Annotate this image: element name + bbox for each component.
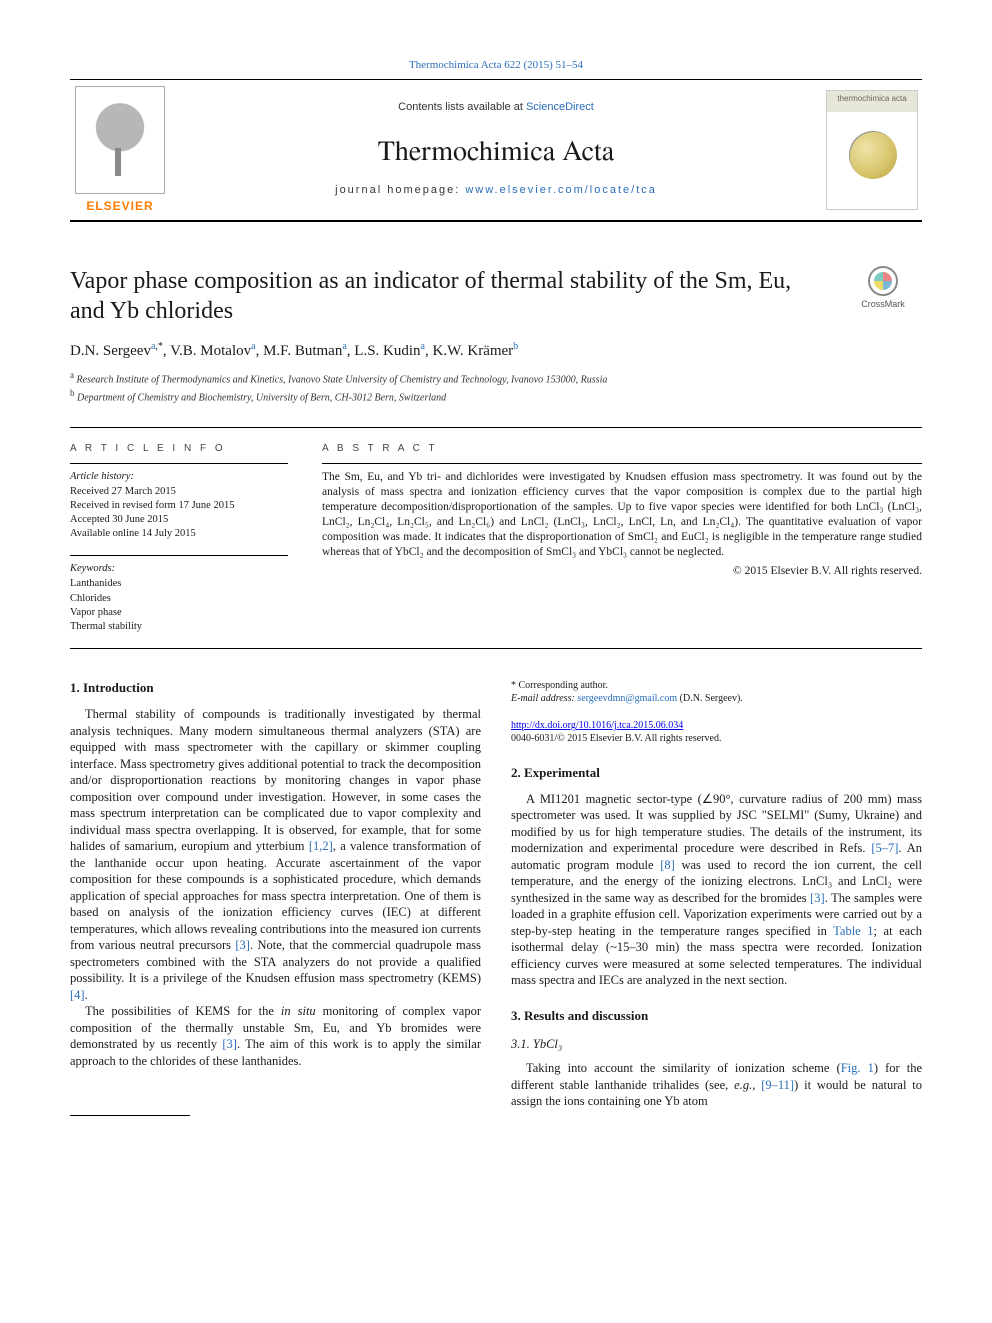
publisher-block: ELSEVIER	[70, 80, 170, 220]
email-paren: (D.N. Sergeev).	[677, 693, 743, 704]
section-heading-intro: 1. Introduction	[70, 679, 481, 696]
history-line: Received in revised form 17 June 2015	[70, 500, 234, 511]
text-italic: e.g.	[734, 1078, 752, 1092]
authors: D.N. Sergeeva,*, V.B. Motalova, M.F. But…	[70, 340, 922, 361]
article-title: Vapor phase composition as an indicator …	[70, 266, 830, 326]
section-heading-results: 3. Results and discussion	[511, 1007, 922, 1024]
results-paragraph: Taking into account the similarity of io…	[511, 1060, 922, 1110]
homepage-line: journal homepage: www.elsevier.com/locat…	[335, 183, 657, 198]
elsevier-logo: ELSEVIER	[86, 198, 153, 214]
affiliation-a: a Research Institute of Thermodynamics a…	[70, 369, 922, 387]
ref-link[interactable]: [3]	[235, 938, 250, 952]
keywords-label: Keywords:	[70, 562, 288, 576]
ref-link[interactable]: [5–7]	[871, 841, 898, 855]
article-history: Article history: Received 27 March 2015 …	[70, 463, 288, 541]
aff-text: Research Institute of Thermodynamics and…	[77, 375, 608, 386]
sciencedirect-link[interactable]: ScienceDirect	[526, 101, 594, 113]
affiliation-b: b Department of Chemistry and Biochemist…	[70, 387, 922, 405]
text: Taking into account the similarity of io…	[526, 1061, 841, 1075]
text: A MI1201 magnetic sector-type (∠90°, cur…	[511, 792, 922, 856]
masthead: ELSEVIER Contents lists available at Sci…	[70, 80, 922, 220]
subsection-heading: 3.1. YbCl₃	[511, 1036, 922, 1053]
ref-link[interactable]: [8]	[660, 858, 675, 872]
aff-sup: a	[70, 370, 74, 380]
crossmark-badge[interactable]: CrossMark	[844, 266, 922, 310]
corr-label: * Corresponding author.	[511, 679, 922, 692]
doi-link[interactable]: http://dx.doi.org/10.1016/j.tca.2015.06.…	[511, 720, 683, 731]
abstract-copyright: © 2015 Elsevier B.V. All rights reserved…	[322, 564, 922, 580]
homepage-link[interactable]: www.elsevier.com/locate/tca	[465, 184, 657, 196]
ref-link[interactable]: [3]	[222, 1037, 237, 1051]
intro-paragraph: The possibilities of KEMS for the in sit…	[70, 1003, 481, 1069]
affiliations: a Research Institute of Thermodynamics a…	[70, 369, 922, 405]
elsevier-tree-icon	[75, 86, 165, 194]
keyword: Chlorides	[70, 593, 111, 604]
top-citation-link[interactable]: Thermochimica Acta 622 (2015) 51–54	[409, 59, 583, 71]
text: , a valence transformation of the lantha…	[70, 839, 481, 952]
ref-link[interactable]: [1,2]	[309, 839, 333, 853]
history-line: Accepted 30 June 2015	[70, 514, 168, 525]
abstract-heading: A B S T R A C T	[322, 442, 922, 456]
ref-link[interactable]: [4]	[70, 988, 85, 1002]
keyword: Thermal stability	[70, 621, 142, 632]
contents-prefix: Contents lists available at	[398, 101, 526, 113]
text: ,	[752, 1078, 761, 1092]
crossmark-label: CrossMark	[861, 298, 905, 310]
abstract-text: The Sm, Eu, and Yb tri- and dichlorides …	[322, 463, 922, 560]
history-label: Article history:	[70, 471, 134, 482]
history-line: Available online 14 July 2015	[70, 528, 196, 539]
keyword: Vapor phase	[70, 607, 122, 618]
table-link[interactable]: Table 1	[833, 924, 873, 938]
email-link[interactable]: sergeevdmn@gmail.com	[577, 693, 677, 704]
history-line: Received 27 March 2015	[70, 486, 176, 497]
section-heading-experimental: 2. Experimental	[511, 764, 922, 781]
article-info-heading: A R T I C L E I N F O	[70, 442, 288, 456]
issn-line: 0040-6031/© 2015 Elsevier B.V. All right…	[511, 733, 721, 744]
figure-link[interactable]: Fig. 1	[841, 1061, 874, 1075]
text: .	[85, 988, 88, 1002]
intro-paragraph: Thermal stability of compounds is tradit…	[70, 706, 481, 1003]
journal-name: Thermochimica Acta	[378, 131, 614, 169]
experimental-paragraph: A MI1201 magnetic sector-type (∠90°, cur…	[511, 791, 922, 989]
text-italic: in situ	[281, 1004, 316, 1018]
contents-line: Contents lists available at ScienceDirec…	[398, 100, 594, 115]
homepage-prefix: journal homepage:	[335, 184, 465, 196]
ref-link[interactable]: [9–11]	[761, 1078, 794, 1092]
text: Thermal stability of compounds is tradit…	[70, 707, 481, 853]
aff-sup: b	[70, 388, 75, 398]
text: The possibilities of KEMS for the	[85, 1004, 281, 1018]
crossmark-icon	[868, 266, 898, 296]
keywords-block: Keywords: Lanthanides Chlorides Vapor ph…	[70, 555, 288, 634]
email-label: E-mail address:	[511, 693, 577, 704]
top-citation: Thermochimica Acta 622 (2015) 51–54	[70, 58, 922, 73]
ref-link[interactable]: [3]	[810, 891, 825, 905]
aff-text: Department of Chemistry and Biochemistry…	[77, 392, 446, 403]
keyword: Lanthanides	[70, 578, 121, 589]
body-columns: 1. Introduction Thermal stability of com…	[70, 679, 922, 1124]
doi-block: http://dx.doi.org/10.1016/j.tca.2015.06.…	[511, 719, 922, 745]
journal-cover-icon	[826, 90, 918, 210]
